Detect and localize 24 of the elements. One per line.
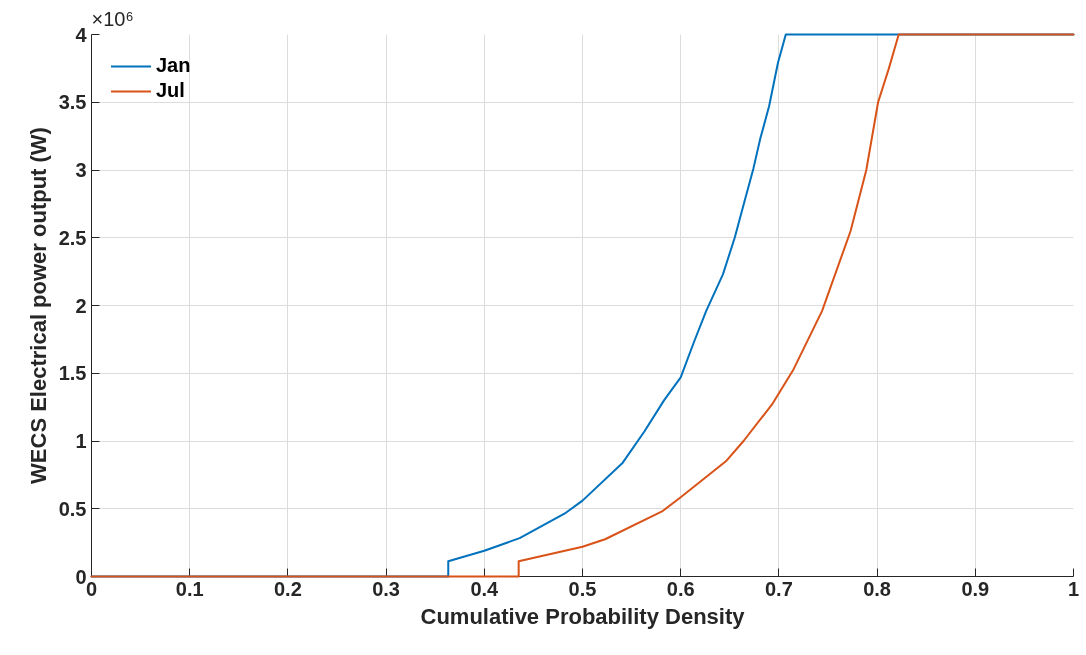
y-tick-label: 2.5 (58, 226, 87, 249)
legend-label: Jan (156, 54, 191, 77)
y-tick-label: 2 (75, 294, 87, 317)
x-tick-label: 0.6 (666, 577, 695, 600)
y-tick-label: 1 (75, 430, 87, 452)
y-tick-label: 3 (75, 159, 87, 181)
x-tick-label: 0.5 (568, 577, 597, 600)
y-tick-label: 4 (75, 23, 88, 46)
x-tick-label: 0.3 (372, 577, 401, 600)
x-tick-label: 0.9 (961, 577, 990, 600)
y-tick-label: 0.5 (58, 497, 87, 520)
x-tick-label: 0.8 (863, 577, 892, 600)
y-tick-label: 3.5 (58, 91, 87, 114)
y-axis-title: WECS Electrical power output (W) (25, 127, 51, 484)
text: ×10⁶ (91, 7, 134, 30)
x-tick-label: 0.7 (765, 577, 793, 600)
y-tick-label: 1.5 (58, 362, 87, 385)
x-tick-label: 0.2 (274, 577, 302, 600)
x-tick-label: 1 (1067, 577, 1080, 600)
x-axis-title: Cumulative Probability Density (420, 603, 746, 629)
legend-label: Jul (156, 79, 185, 102)
line-series (90, 33, 1075, 578)
x-tick-label: 0.1 (175, 577, 204, 600)
x-tick-label: 0.4 (470, 577, 500, 600)
